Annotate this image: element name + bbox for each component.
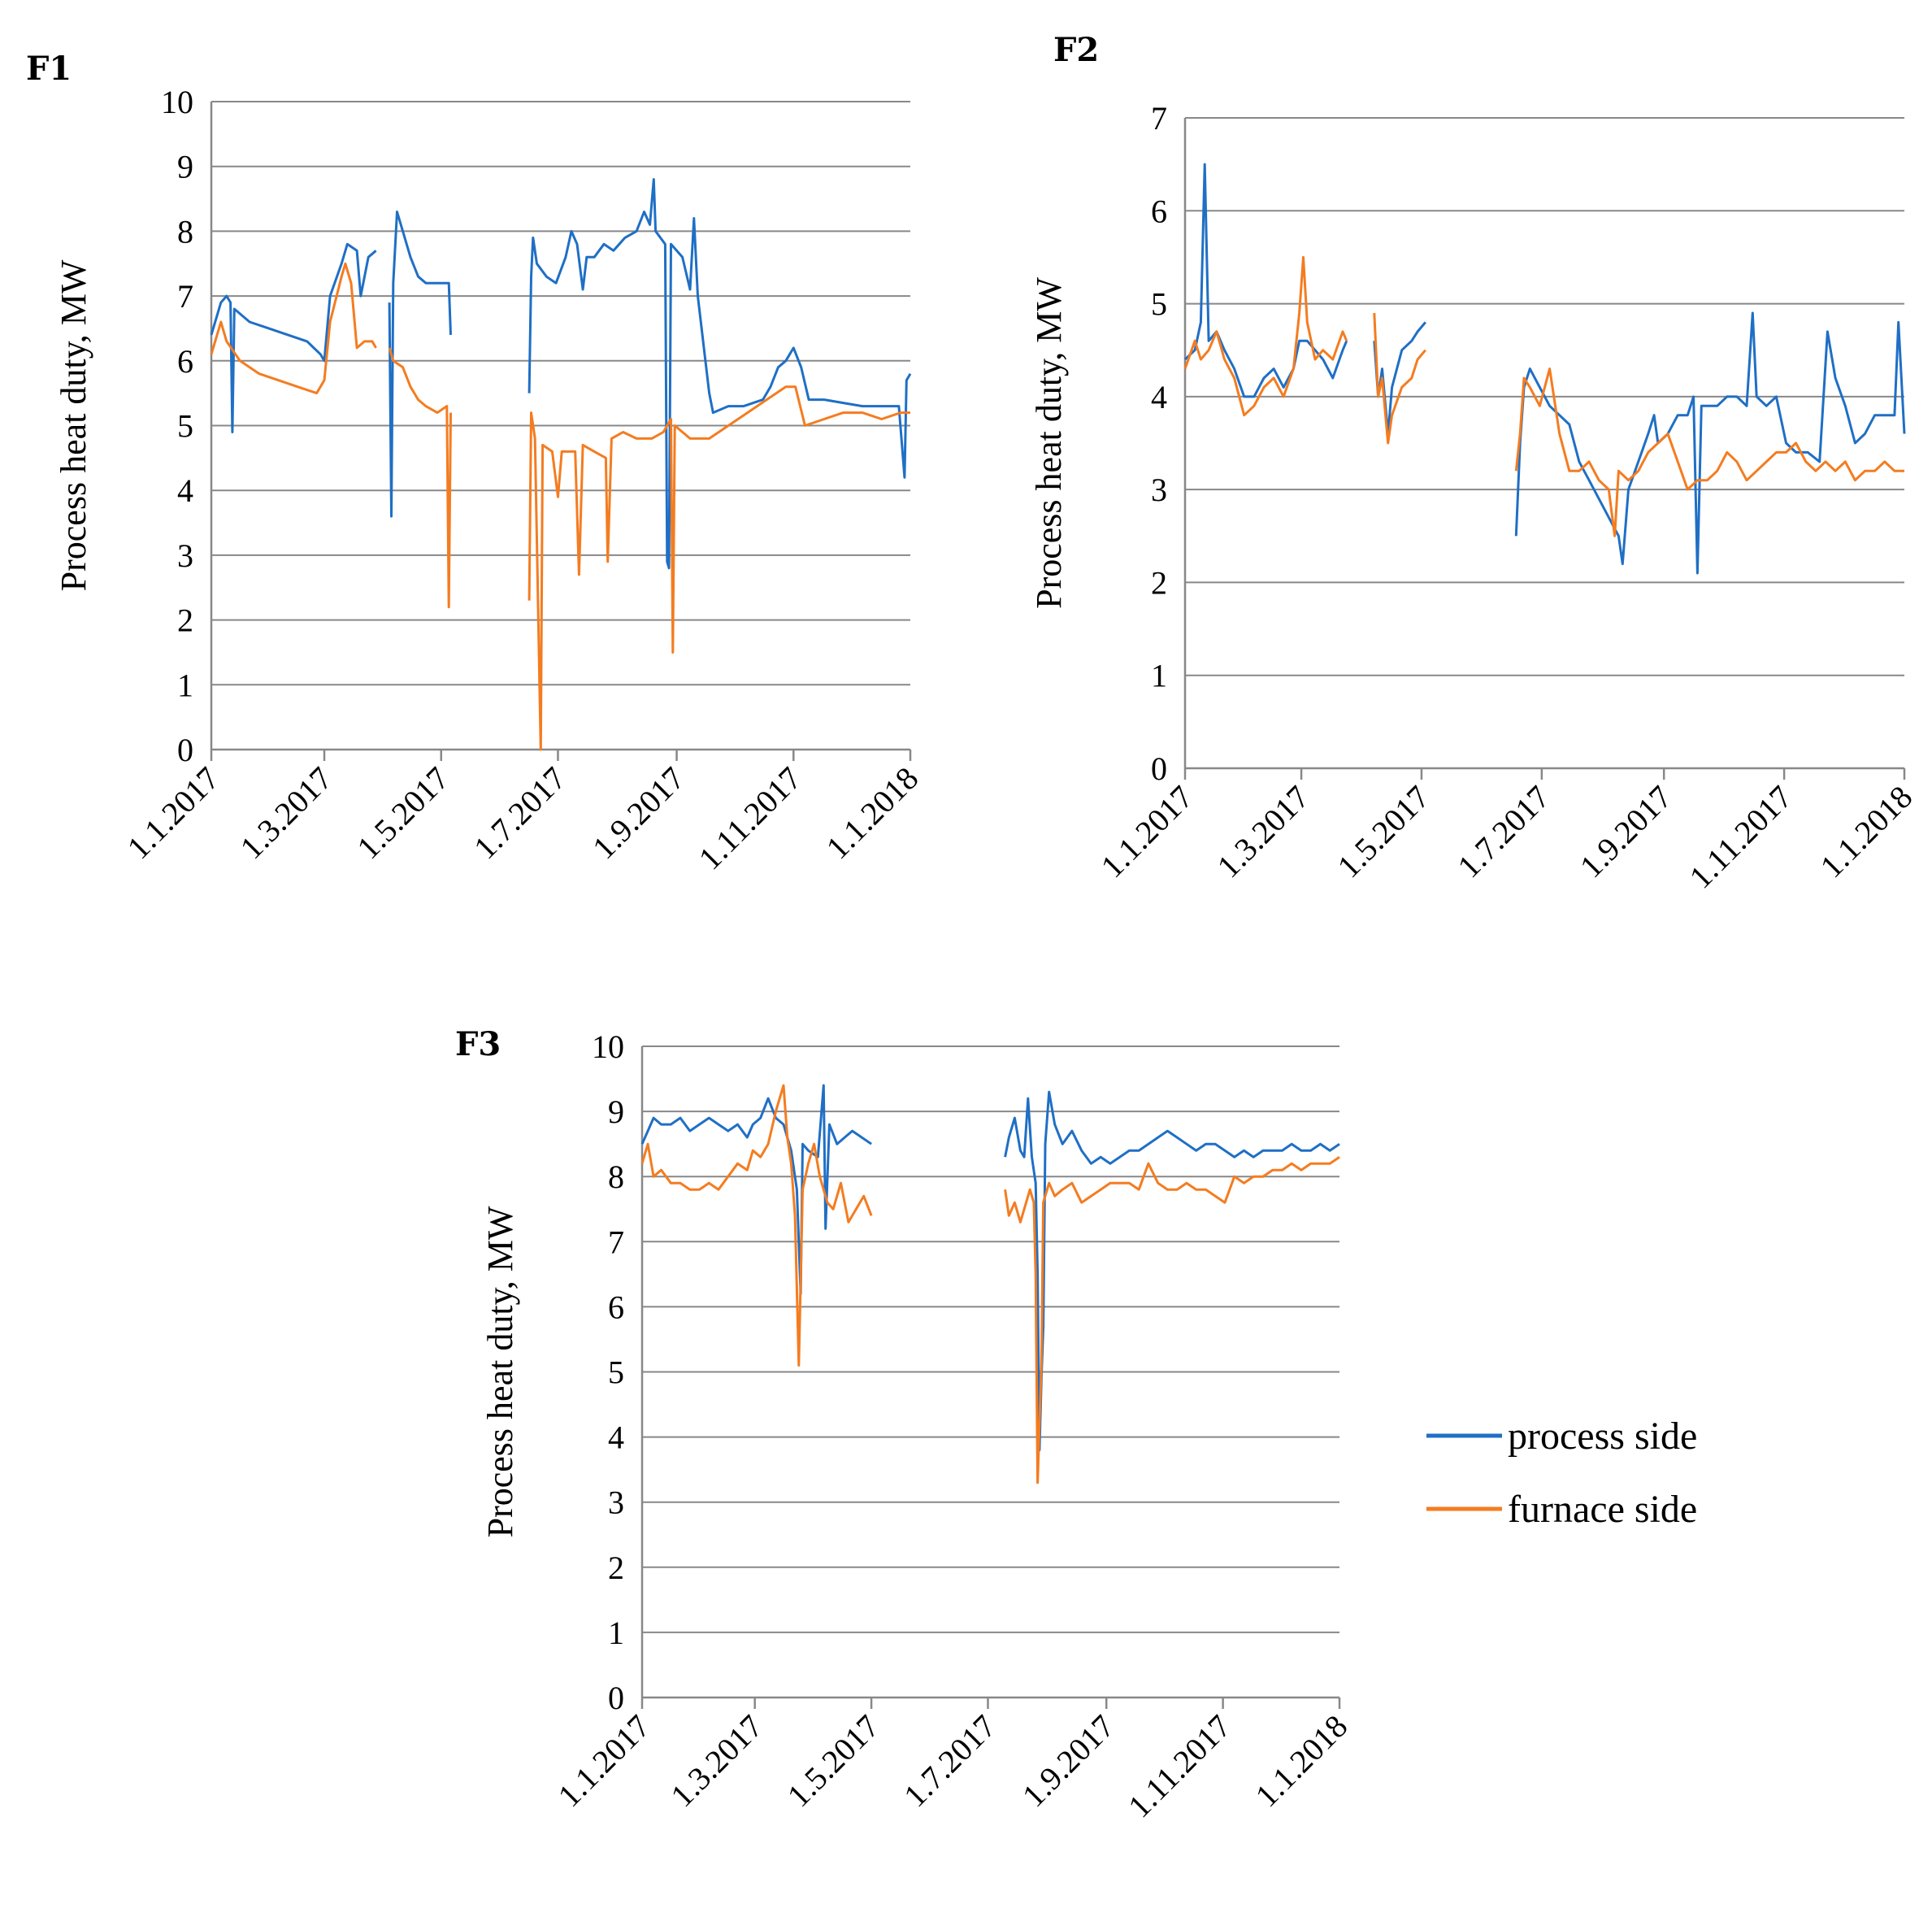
legend: process side furnace side bbox=[1426, 1415, 1697, 1531]
f1-xtick-label: 1.5.2017 bbox=[349, 760, 456, 867]
f2-xtick-label: 1.5.2017 bbox=[1331, 779, 1437, 885]
legend-label-furnace: furnace side bbox=[1508, 1488, 1697, 1531]
f3-ytick-label: 0 bbox=[608, 1680, 624, 1716]
f2-xtick-label: 1.3.2017 bbox=[1210, 779, 1317, 885]
f3-ytick-label: 2 bbox=[608, 1550, 624, 1586]
f3-xtick-label: 1.9.2017 bbox=[1015, 1708, 1122, 1815]
f2-ytick-label: 4 bbox=[1151, 379, 1167, 415]
f3-xtick-label: 1.7.2017 bbox=[897, 1708, 1003, 1815]
f1-ytick-label: 7 bbox=[177, 278, 193, 315]
f1-xtick-label: 1.1.2018 bbox=[819, 760, 926, 867]
f2-series-furnace-segment-2 bbox=[1514, 367, 1904, 537]
f2-series-process-segment-0 bbox=[1183, 163, 1348, 398]
f3-ytick-label: 7 bbox=[608, 1224, 624, 1260]
legend-label-process: process side bbox=[1508, 1415, 1697, 1458]
f1-series-furnace-segment-0 bbox=[210, 262, 377, 395]
f1-ytick-label: 4 bbox=[177, 472, 193, 509]
f3-xtick-label: 1.3.2017 bbox=[663, 1708, 770, 1815]
chart-f2: F2 0 1 2 3 4 5 6 7 1.1.2017 1.3.2017 1.5.2017 1.7.20… bbox=[1029, 31, 1919, 895]
f1-xtick-label: 1.7.2017 bbox=[467, 760, 573, 867]
f2-ytick-label: 7 bbox=[1151, 100, 1167, 137]
f3-xtick-label: 1.11.2017 bbox=[1121, 1708, 1238, 1825]
f3-ytick-label: 10 bbox=[592, 1028, 624, 1065]
f3-ytick-label: 4 bbox=[608, 1419, 624, 1456]
f1-xtick-label: 1.1.2017 bbox=[120, 760, 227, 867]
f2-xtick-label: 1.9.2017 bbox=[1573, 779, 1679, 885]
f2-ytick-label: 0 bbox=[1151, 750, 1167, 787]
f1-series-process-segment-2 bbox=[528, 178, 912, 570]
f2-ytick-label: 2 bbox=[1151, 564, 1167, 601]
f1-ytick-label: 1 bbox=[177, 667, 193, 703]
f3-ytick-label: 9 bbox=[608, 1093, 624, 1130]
f1-series-process-segment-0 bbox=[210, 242, 377, 433]
f3-series-furnace-segment-0 bbox=[640, 1084, 873, 1367]
f1-ytick-label: 2 bbox=[177, 602, 193, 639]
f2-series-furnace-segment-0 bbox=[1183, 255, 1348, 417]
f2-xtick-label: 1.11.2017 bbox=[1682, 779, 1800, 896]
f3-ytick-label: 6 bbox=[608, 1289, 624, 1325]
f3-xtick-label: 1.1.2018 bbox=[1248, 1708, 1355, 1815]
f2-xtick-label: 1.1.2017 bbox=[1094, 779, 1200, 885]
f3-series-furnace-segment-1 bbox=[1004, 1155, 1340, 1484]
f3-ytick-label: 8 bbox=[608, 1158, 624, 1195]
f2-panel-label: F2 bbox=[1053, 31, 1099, 69]
f3-y-axis-label: Process heat duty, MW bbox=[480, 1206, 520, 1537]
f1-ytick-label: 9 bbox=[177, 149, 193, 185]
f1-ytick-label: 10 bbox=[161, 84, 193, 120]
f1-y-axis-label: Process heat duty, MW bbox=[54, 259, 93, 591]
f1-ytick-label: 6 bbox=[177, 343, 193, 380]
f1-ytick-label: 0 bbox=[177, 732, 193, 768]
f2-xtick-label: 1.1.2018 bbox=[1813, 779, 1920, 885]
f1-xtick-label: 1.9.2017 bbox=[585, 760, 692, 867]
f2-series-process-segment-2 bbox=[1514, 311, 1906, 575]
f1-ytick-label: 5 bbox=[177, 408, 193, 445]
f1-series-furnace-segment-2 bbox=[528, 385, 910, 751]
f1-ytick-label: 3 bbox=[177, 537, 193, 574]
f3-series-process-segment-1 bbox=[1004, 1090, 1340, 1452]
f2-ytick-label: 5 bbox=[1151, 286, 1167, 323]
f2-ytick-label: 3 bbox=[1151, 472, 1167, 508]
f2-ytick-label: 6 bbox=[1151, 193, 1167, 229]
f3-ytick-label: 3 bbox=[608, 1484, 624, 1521]
f1-series-furnace-segment-1 bbox=[388, 347, 452, 609]
f3-xtick-label: 1.5.2017 bbox=[780, 1708, 887, 1815]
f3-ytick-label: 5 bbox=[608, 1354, 624, 1391]
f1-xtick-label: 1.11.2017 bbox=[692, 760, 809, 877]
f3-panel-label: F3 bbox=[455, 1025, 501, 1063]
f3-ytick-label: 1 bbox=[608, 1615, 624, 1651]
f3-series-process-segment-0 bbox=[640, 1084, 872, 1295]
f2-xtick-label: 1.7.2017 bbox=[1450, 779, 1556, 885]
f3-xtick-label: 1.1.2017 bbox=[551, 1708, 658, 1815]
f1-panel-label: F1 bbox=[26, 50, 72, 88]
f1-ytick-label: 8 bbox=[177, 213, 193, 250]
f2-y-axis-label: Process heat duty, MW bbox=[1029, 277, 1069, 609]
f2-series-furnace-segment-1 bbox=[1373, 312, 1426, 445]
f2-ytick-label: 1 bbox=[1151, 658, 1167, 694]
f1-xtick-label: 1.3.2017 bbox=[233, 760, 340, 867]
